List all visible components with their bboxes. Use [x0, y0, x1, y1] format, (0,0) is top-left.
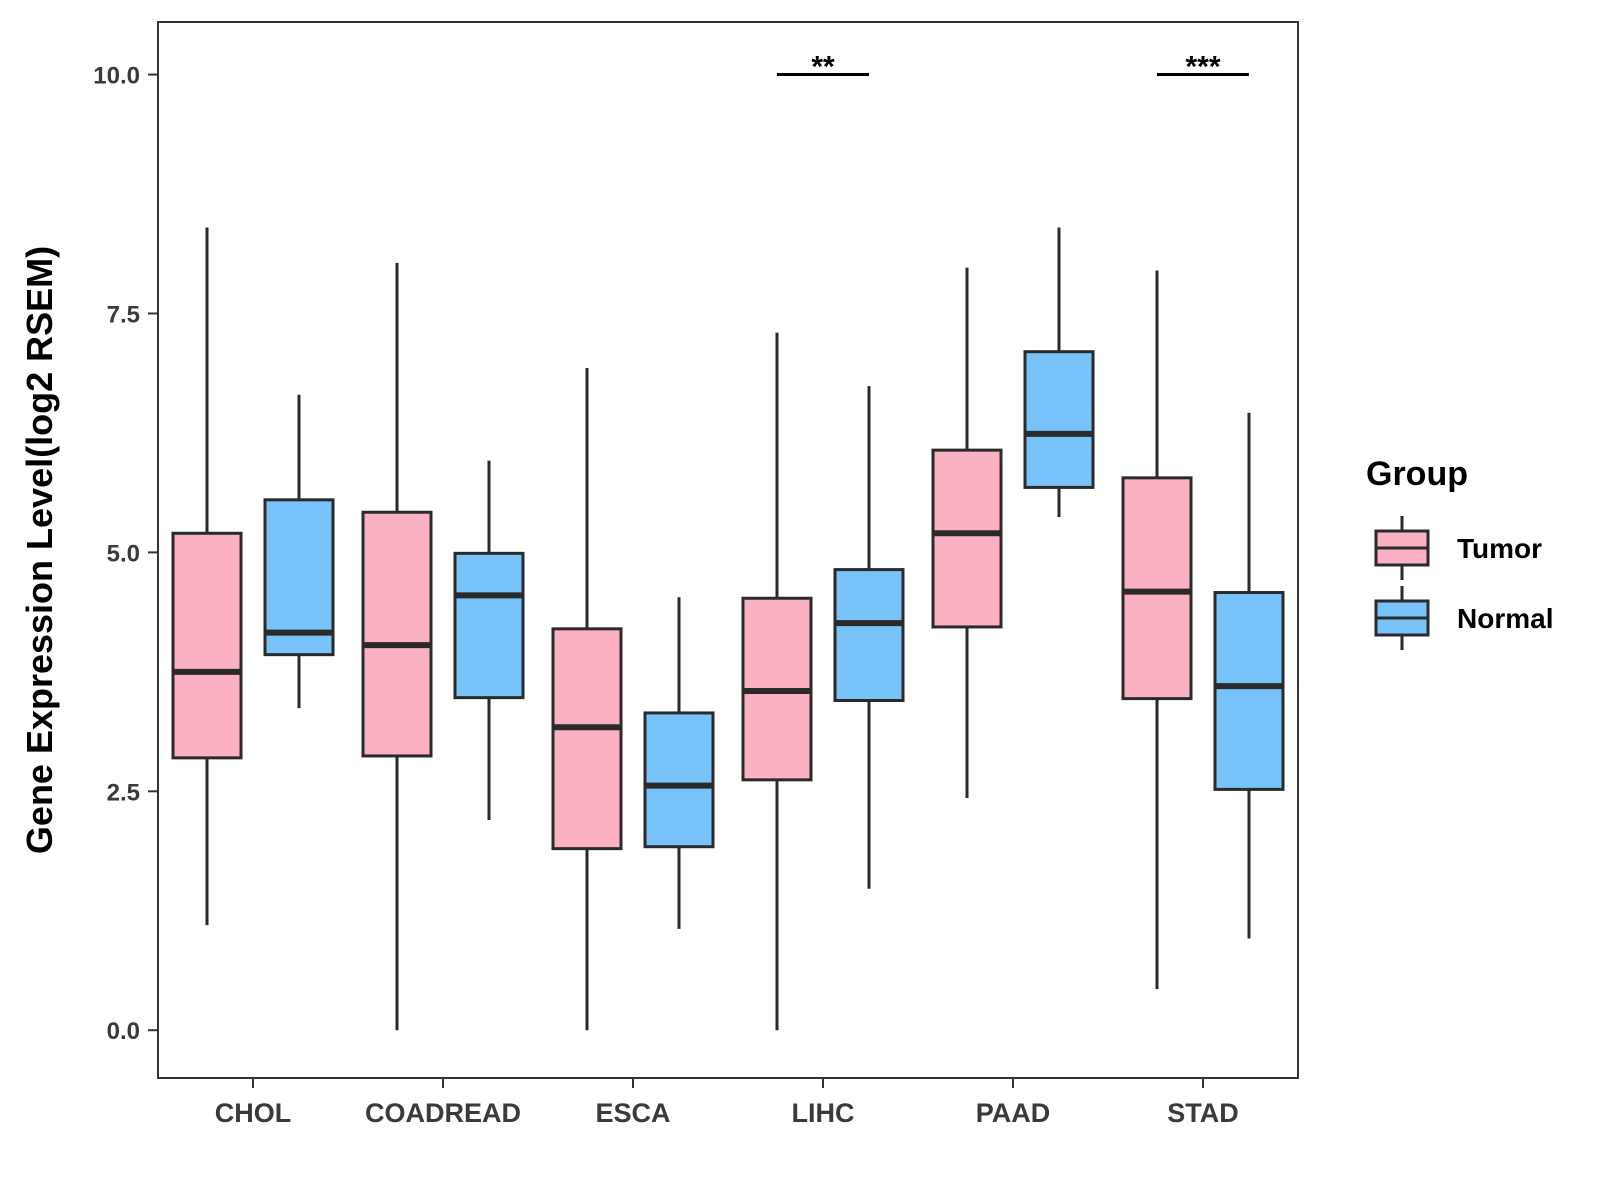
- box-body: [263, 498, 335, 657]
- y-tick-label: 0.0: [107, 1018, 140, 1045]
- legend-entries: Tumor Normal: [1374, 516, 1553, 650]
- box-tumor-coadread: [361, 262, 433, 1031]
- legend: Group Tumor Normal: [1366, 455, 1553, 650]
- box-tumor-stad: [1121, 270, 1193, 990]
- significance-label: **: [811, 51, 835, 84]
- box-normal-stad: [1213, 412, 1285, 939]
- significance-annotations: ** ***: [777, 51, 1249, 84]
- box-normal-lihc: [833, 386, 905, 889]
- box-body: [643, 711, 715, 849]
- box-normal-paad: [1023, 227, 1095, 518]
- box-body: [833, 568, 905, 703]
- box-normal-coadread: [453, 460, 525, 820]
- x-tick-label: COADREAD: [365, 1098, 521, 1128]
- box-body: [1213, 591, 1285, 791]
- x-tick-label: STAD: [1167, 1098, 1239, 1128]
- box-body: [361, 510, 433, 758]
- x-axis: CHOL COADREAD ESCA LIHC PAAD STAD: [215, 1078, 1239, 1128]
- significance-label: ***: [1185, 51, 1220, 84]
- x-tick-label: LIHC: [792, 1098, 855, 1128]
- box-body: [551, 627, 623, 851]
- box-tumor-paad: [931, 267, 1003, 798]
- box-body: [1023, 350, 1095, 489]
- box-body: [453, 551, 525, 700]
- box-normal-esca: [643, 597, 715, 929]
- legend-label: Tumor: [1457, 533, 1542, 564]
- y-tick-label: 7.5: [107, 301, 140, 328]
- plot-panel: [157, 21, 1299, 1079]
- x-tick-label: CHOL: [215, 1098, 292, 1128]
- legend-entry-normal: Normal: [1374, 586, 1553, 650]
- box-body: [931, 448, 1003, 629]
- boxes-layer: [171, 227, 1285, 1031]
- x-tick-label: ESCA: [595, 1098, 670, 1128]
- y-tick-label: 10.0: [93, 63, 140, 90]
- y-tick-label: 5.0: [107, 540, 140, 567]
- legend-entry-tumor: Tumor: [1374, 516, 1542, 580]
- box-normal-chol: [263, 394, 335, 709]
- box-body: [171, 531, 243, 760]
- box-tumor-lihc: [741, 332, 813, 1031]
- box-tumor-chol: [171, 227, 243, 926]
- legend-title: Group: [1366, 455, 1468, 493]
- y-axis-title: Gene Expression Level(log2 RSEM): [19, 246, 60, 854]
- box-tumor-esca: [551, 367, 623, 1031]
- x-tick-label: PAAD: [976, 1098, 1051, 1128]
- box-body: [1121, 476, 1193, 701]
- legend-label: Normal: [1457, 603, 1553, 634]
- y-axis: 0.0 2.5 5.0 7.5 10.0: [93, 63, 158, 1045]
- y-tick-label: 2.5: [107, 779, 140, 806]
